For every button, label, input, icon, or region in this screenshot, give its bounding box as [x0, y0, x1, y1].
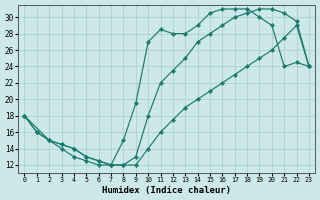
X-axis label: Humidex (Indice chaleur): Humidex (Indice chaleur): [102, 186, 231, 195]
